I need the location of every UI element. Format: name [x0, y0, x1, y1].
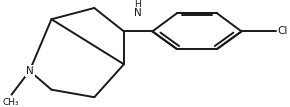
Text: H: H [134, 0, 141, 9]
Text: CH₃: CH₃ [2, 98, 19, 107]
Text: N: N [26, 66, 33, 76]
Text: Cl: Cl [278, 26, 288, 36]
Text: N: N [134, 8, 141, 18]
